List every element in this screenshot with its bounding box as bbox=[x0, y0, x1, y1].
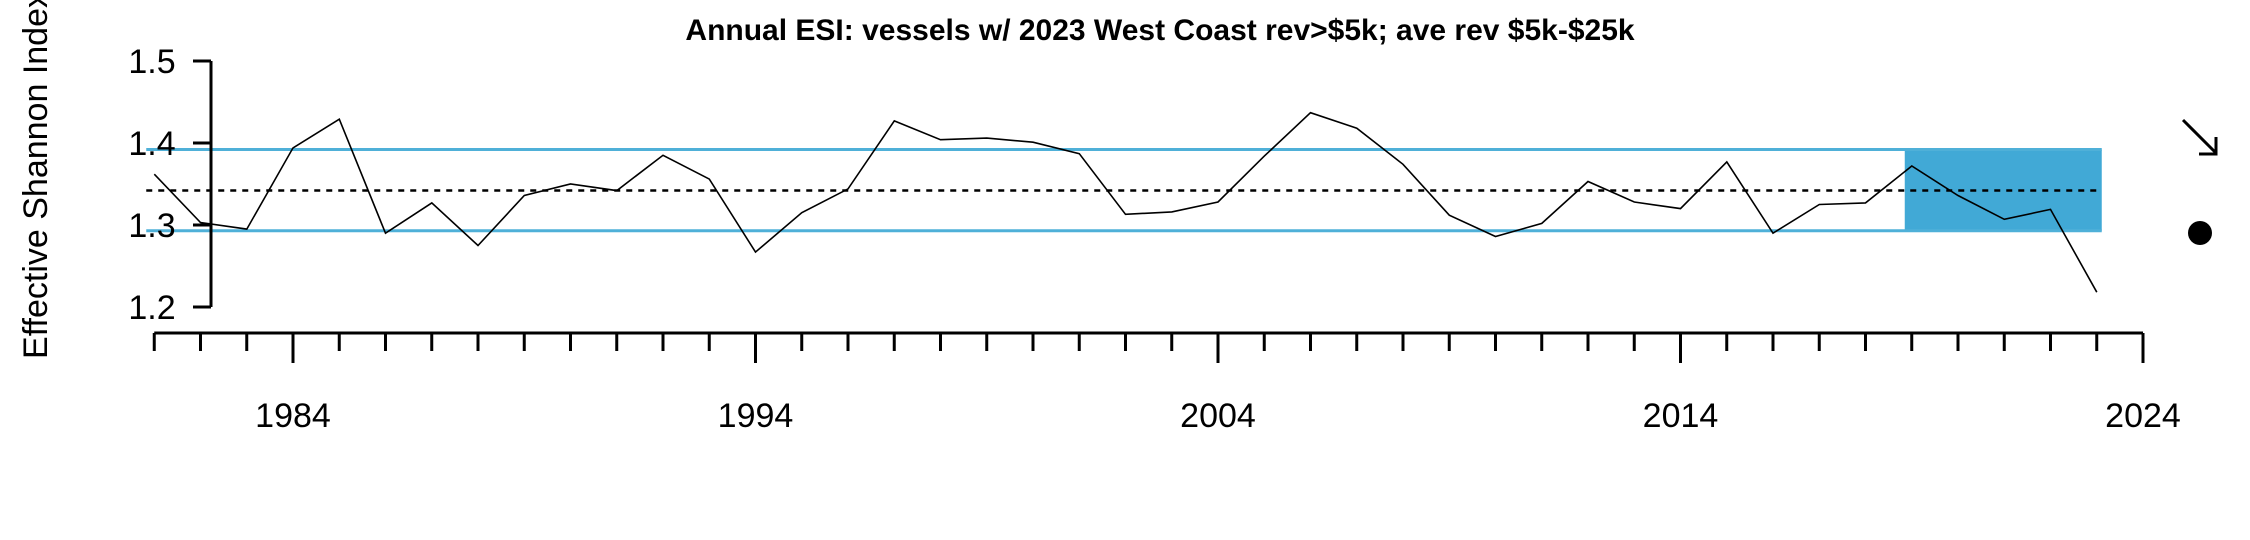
chart-title: Annual ESI: vessels w/ 2023 West Coast r… bbox=[685, 14, 1634, 47]
y-tick-label: 1.3 bbox=[128, 207, 175, 245]
filled-circle-icon bbox=[2188, 221, 2212, 245]
x-tick-label: 2014 bbox=[1643, 397, 1719, 435]
x-tick-label: 1994 bbox=[718, 397, 794, 435]
down-arrow-icon bbox=[2181, 118, 2218, 156]
y-tick-label: 1.5 bbox=[128, 43, 175, 81]
y-tick-label: 1.2 bbox=[128, 289, 175, 327]
x-axis: 1984 1994 2004 2014 2024 bbox=[152, 331, 2181, 435]
esi-series-line bbox=[153, 111, 2098, 293]
y-axis: 1.2 1.3 1.4 1.5 bbox=[128, 43, 213, 327]
x-tick-label: 2024 bbox=[2105, 397, 2181, 435]
y-tick-label: 1.4 bbox=[128, 125, 175, 163]
x-tick-label: 1984 bbox=[255, 397, 331, 435]
x-tick-label: 2004 bbox=[1180, 397, 1256, 435]
trend-indicator bbox=[2181, 118, 2218, 156]
y-axis-label: Effective Shannon Index bbox=[17, 0, 55, 359]
